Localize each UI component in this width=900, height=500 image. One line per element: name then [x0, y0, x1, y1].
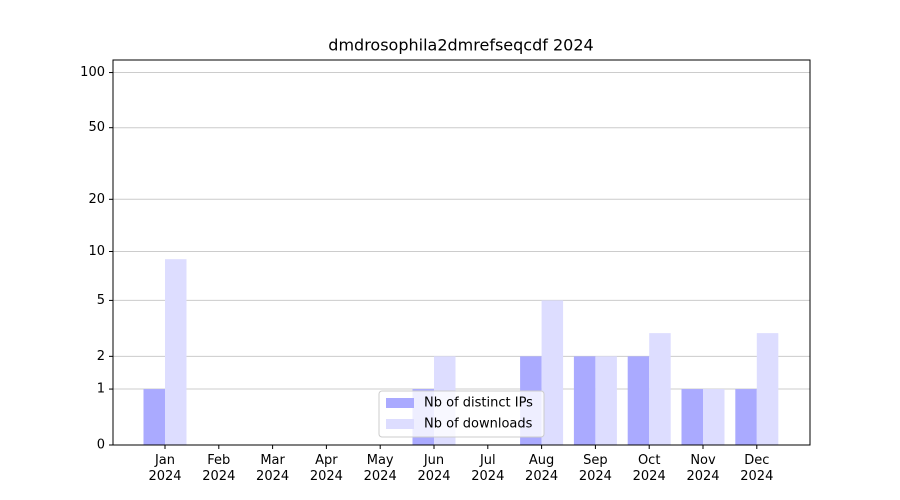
bar	[681, 389, 703, 445]
x-tick-label: Nov 2024	[686, 453, 720, 484]
x-tick-label: Aug 2024	[525, 453, 559, 484]
bar	[165, 259, 187, 445]
x-tick-label: May 2024	[363, 453, 397, 484]
y-tick-label: 5	[97, 293, 105, 308]
legend-box	[378, 390, 545, 438]
y-tick-label: 50	[88, 120, 105, 135]
x-tick-label: Jun 2024	[417, 453, 451, 484]
y-tick-label: 100	[80, 65, 105, 80]
bar	[735, 389, 757, 445]
plot-frame	[112, 59, 811, 446]
x-tick-label: Dec 2024	[740, 453, 774, 484]
y-tick-label: 10	[88, 244, 105, 259]
x-tick-label: Mar 2024	[256, 453, 290, 484]
y-tick-label: 2	[97, 349, 105, 364]
y-tick-label: 0	[97, 438, 105, 453]
bar	[143, 389, 165, 445]
legend-swatch	[386, 398, 414, 408]
bar	[595, 356, 617, 445]
bar	[703, 389, 725, 445]
bar	[649, 333, 671, 445]
legend: Nb of distinct IPs Nb of downloads	[378, 390, 545, 438]
y-tick-label: 20	[88, 192, 105, 207]
bar	[756, 333, 779, 445]
chart-title: dmdrosophila2dmrefseqcdf 2024	[328, 36, 593, 55]
x-tick-label: Jul 2024	[471, 453, 505, 484]
legend-label: Nb of distinct IPs	[424, 396, 533, 411]
x-tick-label: Oct 2024	[632, 453, 666, 484]
y-tick-label: 1	[97, 382, 105, 397]
x-tick-label: Feb 2024	[202, 453, 236, 484]
legend-label: Nb of downloads	[424, 417, 533, 432]
bar	[541, 300, 564, 445]
bar	[573, 356, 596, 445]
x-tick-label: Jan 2024	[148, 453, 182, 484]
x-tick-label: Sep 2024	[578, 453, 612, 484]
legend-swatch	[386, 419, 414, 429]
bar	[627, 356, 650, 445]
x-tick-label: Apr 2024	[309, 453, 343, 484]
